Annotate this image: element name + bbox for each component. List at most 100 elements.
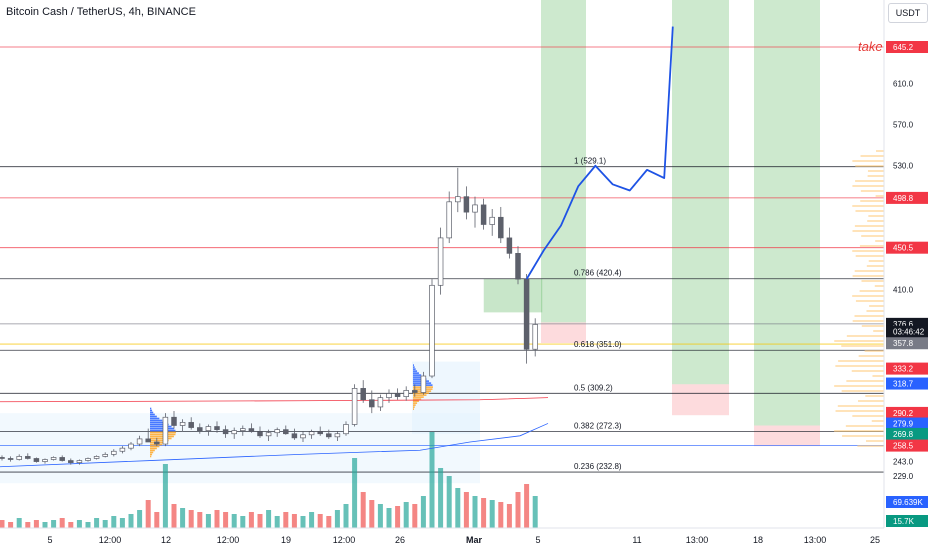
visible-range-profile (858, 355, 884, 357)
price-tag-13: 15.7K (893, 517, 915, 526)
candle-body (326, 433, 332, 438)
visible-range-profile (838, 360, 884, 362)
candle-body (506, 237, 513, 254)
volume-bar (506, 504, 512, 528)
candle-body (472, 204, 478, 213)
visible-range-profile (834, 385, 884, 387)
visible-range-profile (855, 210, 884, 212)
volume-bar (317, 514, 323, 528)
ma-line-blue (0, 423, 549, 468)
position-box-1-loss (541, 322, 586, 344)
price-tag-5: 357.8 (893, 339, 914, 348)
visible-range-profile (852, 205, 884, 207)
volume-bar (137, 510, 143, 528)
candle-body (111, 450, 117, 455)
candle-body (369, 399, 375, 408)
volume-profile-left (150, 423, 169, 426)
candle-body (171, 416, 177, 426)
volume-bar (33, 520, 39, 528)
time-axis-bg (0, 528, 932, 550)
candle-body (240, 428, 246, 431)
volume-profile-left (150, 419, 163, 422)
candle-body (283, 429, 289, 435)
visible-range-profile (875, 240, 884, 242)
price-tag-4: 03:46:42 (893, 328, 925, 337)
x-tick-label-12: 13:00 (804, 535, 827, 545)
volume-bar (352, 458, 358, 528)
volume-bar (76, 520, 82, 528)
visible-range-profile (855, 255, 884, 257)
x-tick-label-5: 12:00 (333, 535, 356, 545)
candle-body (429, 284, 435, 377)
price-tag-bg-7 (886, 377, 928, 390)
fib-label-0: 1 (529.1) (574, 157, 606, 166)
volume-bar (489, 500, 495, 528)
volume-profile-mid (413, 398, 422, 400)
volume-bar (300, 516, 306, 528)
currency-button[interactable]: USDT (888, 3, 928, 23)
visible-range-profile (852, 275, 884, 277)
volume-bar (463, 492, 469, 528)
visible-range-profile (861, 280, 884, 282)
price-tag-bg-4 (886, 325, 928, 338)
volume-bar (377, 504, 383, 528)
visible-range-profile (837, 405, 884, 407)
volume-profile-left (150, 427, 174, 430)
visible-range-profile (852, 415, 884, 417)
volume-profile-mid (413, 376, 424, 378)
volume-bar (180, 508, 186, 528)
volume-profile-mid (413, 372, 419, 374)
candle-body (265, 432, 272, 437)
volume-profile-left (150, 411, 154, 414)
visible-range-profile (872, 375, 884, 377)
candle-body (274, 429, 280, 434)
supply-box (483, 278, 543, 313)
candle-body (437, 237, 444, 286)
volume-bar (515, 492, 521, 528)
visible-range-profile (875, 195, 884, 197)
visible-range-profile (869, 305, 884, 307)
candle-body (257, 431, 263, 437)
visible-range-profile (865, 440, 884, 442)
candle-body (119, 447, 126, 452)
candle-body (334, 433, 341, 438)
volume-profile-mid (413, 404, 416, 406)
visible-range-profile (834, 430, 884, 432)
volume-bar (94, 518, 100, 528)
fib-label-3: 0.5 (309.2) (574, 383, 613, 392)
candle-body (25, 456, 31, 459)
volume-profile-mid (413, 402, 418, 404)
visible-range-profile (854, 315, 884, 317)
volume-bar (429, 432, 435, 528)
visible-range-profile (873, 330, 884, 332)
y-tick-label-3: 530.0 (893, 162, 914, 171)
price-tag-bg-1 (886, 191, 928, 204)
volume-profile-left (150, 407, 152, 410)
candle-body (154, 441, 160, 445)
candle-body (394, 393, 401, 397)
volume-profile-mid (413, 364, 414, 366)
volume-bar (223, 512, 229, 528)
volume-bar (85, 522, 91, 528)
x-tick-label-6: 26 (395, 535, 405, 545)
candle-body (85, 458, 91, 461)
candle-body (205, 426, 212, 431)
visible-range-profile (864, 350, 884, 352)
position-box-2-profit (672, 0, 729, 385)
x-tick-label-13: 25 (870, 535, 880, 545)
volume-profile-left (150, 437, 172, 440)
visible-range-profile (859, 245, 884, 247)
chart-title: Bitcoin Cash / TetherUS, 4h, BINANCE (6, 6, 196, 18)
y-tick-label-4: 570.0 (893, 121, 914, 130)
candle-body (231, 430, 237, 435)
candle-body (523, 278, 530, 350)
candle-body (455, 196, 461, 203)
candle-body (248, 428, 255, 433)
volume-profile-mid (413, 370, 418, 372)
volume-bar (291, 514, 297, 528)
candle-body (214, 426, 220, 430)
candle-body (420, 375, 427, 393)
volume-profile-left (150, 443, 163, 446)
